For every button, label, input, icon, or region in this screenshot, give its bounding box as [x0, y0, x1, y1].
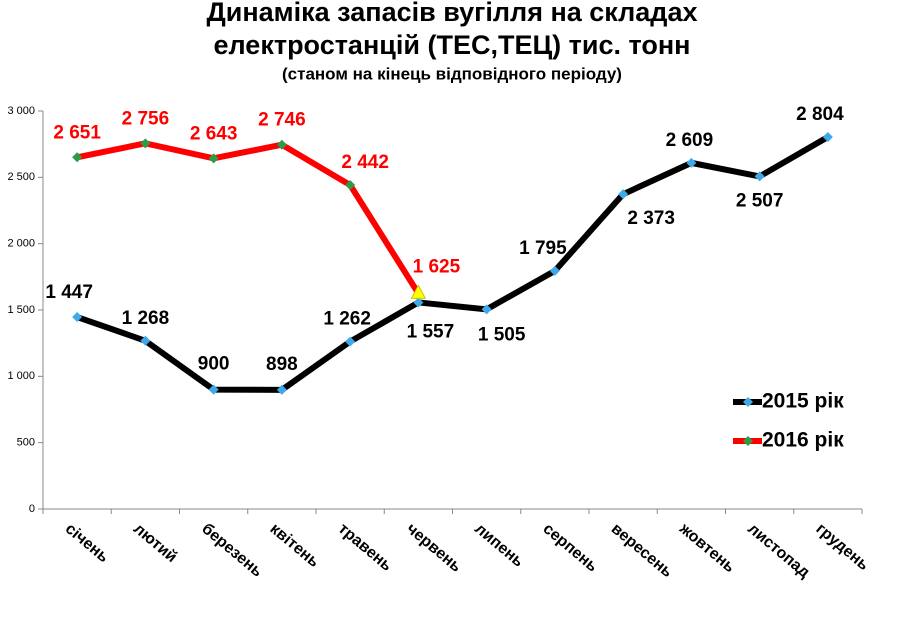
y-tick-label: 0 — [29, 503, 35, 515]
marker — [276, 384, 287, 395]
marker — [743, 397, 753, 407]
data-label: 2 746 — [258, 110, 306, 131]
marker — [822, 132, 833, 143]
data-label: 2 442 — [341, 152, 389, 173]
data-label: 900 — [198, 354, 230, 375]
marker — [410, 284, 427, 299]
marker — [754, 171, 765, 182]
x-tick-label: серпень — [540, 520, 601, 575]
marker — [140, 335, 151, 346]
x-tick-label: квітень — [267, 520, 323, 571]
marker — [686, 157, 697, 168]
marker — [72, 312, 83, 323]
data-label: 2 643 — [190, 123, 238, 144]
marker — [345, 180, 356, 191]
marker — [345, 336, 356, 347]
data-label: 1 268 — [122, 308, 170, 329]
marker — [618, 189, 629, 200]
x-tick-label: червень — [403, 520, 465, 576]
x-tick-label: травень — [335, 520, 395, 575]
data-label: 2 651 — [53, 122, 101, 143]
data-label: 1 557 — [407, 321, 455, 342]
chart-subtitle: (станом на кінець відповідного періоду) — [282, 64, 622, 83]
marker — [413, 297, 424, 308]
marker — [72, 152, 83, 163]
chart-title: Динаміка запасів вугілля на складах — [207, 0, 698, 27]
series-line — [76, 140, 421, 296]
x-tick-label: липень — [471, 520, 527, 570]
chart-title: електростанцій (ТЕС,ТЕЦ) тис. тонн — [214, 30, 691, 60]
marker — [481, 304, 492, 315]
x-tick-label: листопад — [744, 520, 812, 581]
data-label: 2 609 — [666, 130, 714, 151]
marker — [140, 138, 151, 149]
y-tick-label: 2 500 — [7, 171, 35, 183]
marker — [743, 436, 753, 446]
legend-label: 2015 рік — [762, 390, 844, 413]
data-label: 898 — [266, 354, 298, 375]
y-tick-label: 1 000 — [7, 370, 35, 382]
y-tick-label: 3 000 — [7, 105, 35, 117]
data-label: 1 795 — [519, 238, 567, 259]
data-label: 1 262 — [323, 309, 371, 330]
marker — [549, 265, 560, 276]
legend-label: 2016 рік — [762, 429, 844, 452]
data-label: 1 505 — [478, 324, 526, 345]
series-line — [76, 134, 830, 393]
data-label: 1 625 — [413, 256, 461, 277]
data-label: 1 447 — [45, 282, 93, 303]
x-tick-label: січень — [62, 520, 112, 566]
x-tick-label: вересень — [608, 520, 676, 581]
x-tick-label: жовтень — [675, 520, 738, 577]
data-label: 2 804 — [796, 104, 844, 125]
x-tick-label: лютий — [130, 520, 180, 566]
marker — [208, 153, 219, 164]
y-tick-label: 500 — [17, 437, 35, 449]
x-tick-label: березень — [198, 520, 265, 580]
marker — [208, 384, 219, 395]
data-label: 2 507 — [736, 190, 784, 211]
y-tick-label: 1 500 — [7, 304, 35, 316]
y-tick-label: 2 000 — [7, 238, 35, 250]
data-label: 2 756 — [122, 108, 170, 129]
data-label: 2 373 — [627, 208, 675, 229]
marker — [276, 139, 287, 150]
x-tick-label: грудень — [813, 520, 873, 574]
